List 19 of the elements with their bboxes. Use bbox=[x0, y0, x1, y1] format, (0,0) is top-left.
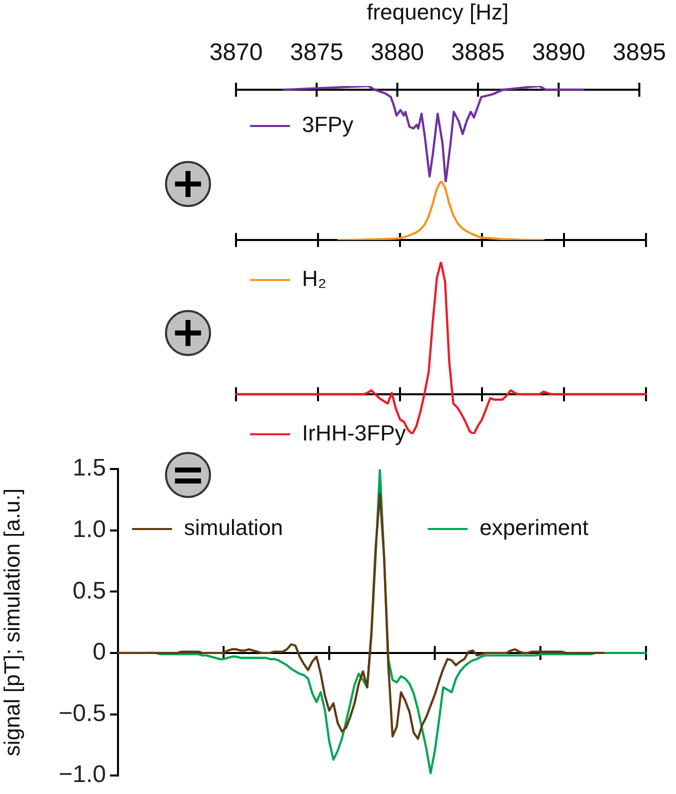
y-tick-label: 1.5 bbox=[72, 454, 106, 482]
x-tick-label: 3895 bbox=[612, 39, 666, 66]
y-tick-label: −0.5 bbox=[58, 700, 106, 727]
x-tick-label: 3880 bbox=[370, 39, 424, 66]
legend-label: 3FPy bbox=[302, 112, 354, 138]
x-tick-label: 3875 bbox=[290, 39, 344, 66]
y-axis-title: signal [pT]; simulation [a.u.] bbox=[0, 488, 24, 756]
x-tick-label: 3870 bbox=[209, 39, 263, 66]
y-tick-label: 0.5 bbox=[72, 577, 106, 604]
y-tick-label: −1.0 bbox=[58, 761, 106, 788]
legend-label: simulation bbox=[184, 515, 284, 540]
legend-label: IrHH-3FPy bbox=[302, 420, 406, 446]
x-axis-title: frequency [Hz] bbox=[366, 0, 509, 24]
y-tick-label: 0 bbox=[92, 638, 106, 666]
x-tick-label: 3885 bbox=[451, 39, 505, 66]
y-tick-label: 1.0 bbox=[72, 516, 106, 543]
legend-label: H₂ bbox=[302, 266, 326, 292]
x-tick-label: 3890 bbox=[532, 39, 586, 66]
legend-label: experiment bbox=[480, 515, 589, 540]
